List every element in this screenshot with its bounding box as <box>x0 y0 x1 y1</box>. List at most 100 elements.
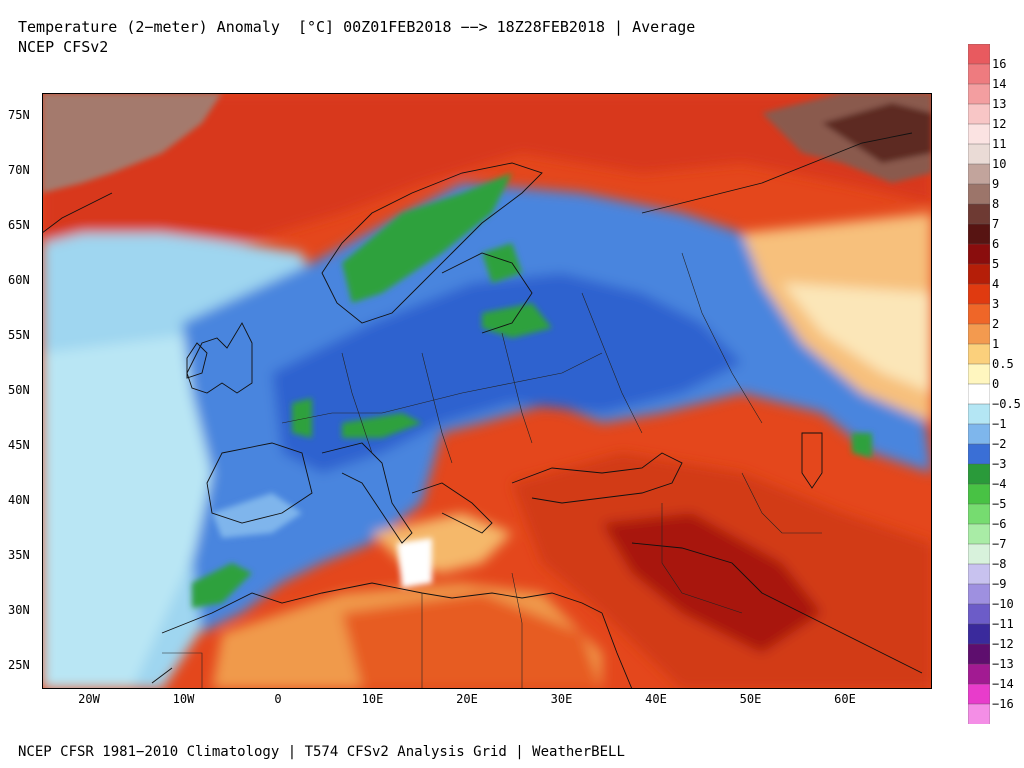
legend-tick-label: 14 <box>992 77 1007 91</box>
legend-tick-label: −5 <box>992 497 1007 511</box>
sicily-neutral <box>397 538 432 588</box>
lon-label: 40E <box>645 692 667 706</box>
legend-swatch <box>968 103 990 125</box>
legend-swatch <box>968 263 990 285</box>
legend-swatch <box>968 403 990 425</box>
legend-swatch <box>968 663 990 685</box>
lat-label: 45N <box>8 438 30 452</box>
legend-tick-label: 5 <box>992 257 1000 271</box>
legend-swatch <box>968 123 990 145</box>
legend-swatch <box>968 143 990 165</box>
lat-label: 60N <box>8 273 30 287</box>
legend-tick-label: −9 <box>992 577 1007 591</box>
legend-tick-label: −6 <box>992 517 1007 531</box>
lat-label: 65N <box>8 218 30 232</box>
lat-label: 55N <box>8 328 30 342</box>
legend-swatch <box>968 423 990 445</box>
legend-swatch <box>968 203 990 225</box>
country-borders <box>162 252 822 689</box>
legend-swatch <box>968 183 990 205</box>
legend-tick-label: 1 <box>992 337 1000 351</box>
legend-swatch <box>968 223 990 245</box>
legend-swatch <box>968 63 990 85</box>
legend-swatch <box>968 603 990 625</box>
legend-tick-label: −0.5 <box>992 397 1021 411</box>
legend-swatch <box>968 683 990 705</box>
lat-label: 30N <box>8 603 30 617</box>
legend-tick-label: 13 <box>992 97 1007 111</box>
legend-swatch <box>968 463 990 485</box>
legend-tick-label: −11 <box>992 617 1014 631</box>
lon-label: 10E <box>361 692 384 706</box>
scandinavia-cold <box>342 173 512 303</box>
legend-swatch <box>968 323 990 345</box>
legend-swatch <box>968 303 990 325</box>
legend-swatch <box>968 523 990 545</box>
lat-label: 50N <box>8 383 30 397</box>
legend-swatch <box>968 483 990 505</box>
legend-swatch <box>968 363 990 385</box>
lon-label: 50E <box>739 692 762 706</box>
baltic-cold <box>482 303 552 338</box>
kazakhstan-cold <box>852 433 872 458</box>
legend-tick-label: 9 <box>992 177 1000 191</box>
lat-label: 40N <box>8 493 30 507</box>
legend-swatch <box>968 643 990 665</box>
legend-tick-label: −13 <box>992 657 1014 671</box>
greenland-anomaly <box>42 93 222 193</box>
legend-tick-label: −4 <box>992 477 1007 491</box>
lon-label: 60E <box>834 692 856 706</box>
legend-swatch <box>968 503 990 525</box>
legend-swatch <box>968 343 990 365</box>
legend-tick-label: −7 <box>992 537 1007 551</box>
legend-tick-label: −16 <box>992 697 1014 711</box>
legend-tick-label: 0 <box>992 377 1000 391</box>
legend-tick-label: 3 <box>992 297 1000 311</box>
legend-swatch <box>968 703 990 724</box>
color-legend <box>968 44 990 724</box>
legend-tick-label: 6 <box>992 237 1000 251</box>
lat-label: 75N <box>8 108 30 122</box>
lon-label: 0 <box>274 692 282 706</box>
legend-swatch <box>968 383 990 405</box>
legend-tick-label: −14 <box>992 677 1014 691</box>
legend-tick-label: 10 <box>992 157 1007 171</box>
legend-tick-label: 2 <box>992 317 1000 331</box>
legend-tick-label: −3 <box>992 457 1007 471</box>
model-name: NCEP CFSv2 <box>18 38 109 56</box>
legend-swatch <box>968 623 990 645</box>
morocco-cold <box>192 563 252 608</box>
legend-tick-label: −1 <box>992 417 1007 431</box>
lon-label: 30E <box>550 692 573 706</box>
legend-swatch <box>968 583 990 605</box>
footer-credits: NCEP CFSR 1981−2010 Climatology | T574 C… <box>18 744 625 760</box>
legend-tick-label: −12 <box>992 637 1014 651</box>
legend-tick-label: −10 <box>992 597 1014 611</box>
legend-tick-label: −8 <box>992 557 1007 571</box>
legend-swatch <box>968 443 990 465</box>
legend-swatch <box>968 543 990 565</box>
kara-sea-anomaly-core <box>822 103 932 163</box>
legend-swatch <box>968 83 990 105</box>
alps-cold <box>342 413 422 438</box>
legend-swatch <box>968 44 990 65</box>
finland-cold <box>482 243 522 283</box>
legend-tick-label: 0.5 <box>992 357 1014 371</box>
anomaly-map <box>42 93 932 689</box>
atlantic-cool-zone-2 <box>42 333 212 689</box>
legend-swatch <box>968 563 990 585</box>
legend-swatch <box>968 243 990 265</box>
africa-warm <box>342 593 602 689</box>
lat-label: 35N <box>8 548 30 562</box>
lat-label: 70N <box>8 163 30 177</box>
lon-label: 20W <box>78 692 100 706</box>
legend-tick-label: 7 <box>992 217 1000 231</box>
legend-tick-label: −2 <box>992 437 1007 451</box>
legend-tick-label: 16 <box>992 57 1007 71</box>
iberia-pale <box>212 493 302 538</box>
lat-label: 25N <box>8 658 30 672</box>
legend-swatch <box>968 163 990 185</box>
arctic-warm-band <box>42 93 932 243</box>
legend-tick-label: 4 <box>992 277 1000 291</box>
legend-tick-label: 12 <box>992 117 1007 131</box>
